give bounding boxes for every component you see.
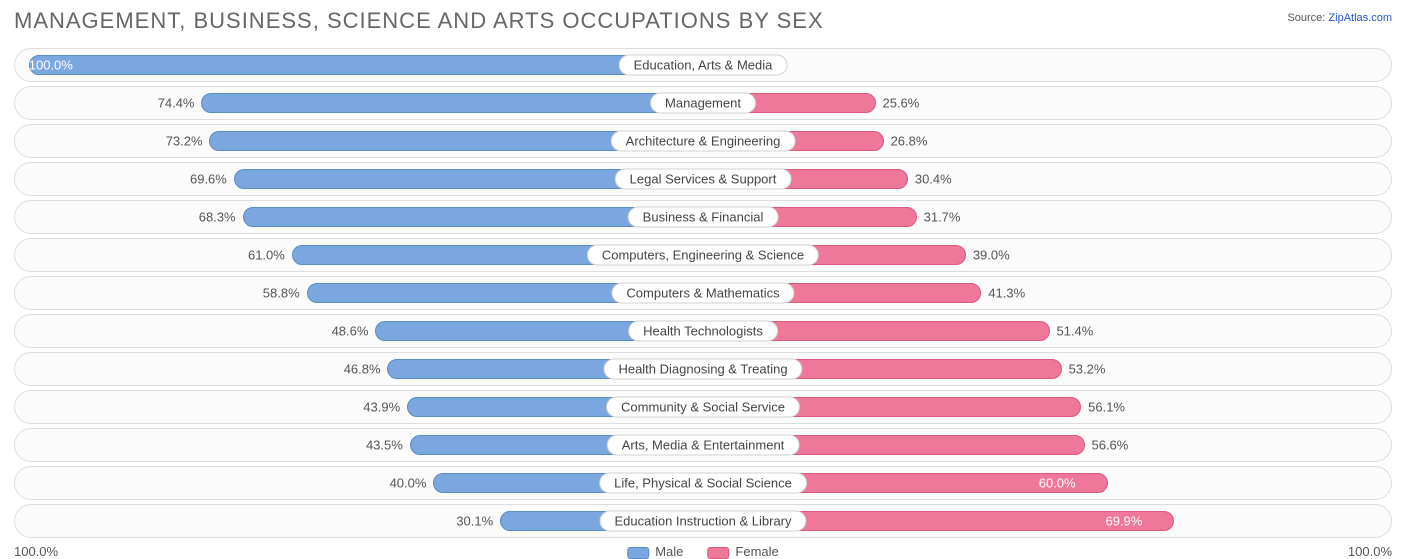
category-label: Life, Physical & Social Science (599, 473, 807, 494)
male-value-label: 30.1% (456, 514, 493, 529)
legend-male-label: Male (655, 544, 683, 559)
female-value-label: 31.7% (924, 210, 961, 225)
female-value-label: 26.8% (891, 134, 928, 149)
male-value-label: 100.0% (29, 58, 73, 73)
male-value-label: 58.8% (263, 286, 300, 301)
male-value-label: 48.6% (332, 324, 369, 339)
female-swatch (707, 547, 729, 559)
chart-title: MANAGEMENT, BUSINESS, SCIENCE AND ARTS O… (14, 8, 824, 34)
female-value-label: 30.4% (915, 172, 952, 187)
female-value-label: 56.1% (1088, 400, 1125, 415)
male-bar (29, 55, 703, 75)
category-label: Health Technologists (628, 321, 778, 342)
axis-right-label: 100.0% (1348, 544, 1392, 559)
legend-female-label: Female (735, 544, 778, 559)
chart-row: 46.8% 53.2% Health Diagnosing & Treating (14, 352, 1392, 386)
source-value: ZipAtlas.com (1328, 12, 1392, 24)
male-bar (201, 93, 703, 113)
female-value-label: 53.2% (1069, 362, 1106, 377)
male-value-label: 61.0% (248, 248, 285, 263)
male-value-label: 68.3% (199, 210, 236, 225)
male-value-label: 69.6% (190, 172, 227, 187)
chart-row: 100.0%0.0%Education, Arts & Media (14, 48, 1392, 82)
female-value-label: 41.3% (988, 286, 1025, 301)
male-value-label: 40.0% (390, 476, 427, 491)
category-label: Computers, Engineering & Science (587, 245, 819, 266)
category-label: Legal Services & Support (615, 169, 792, 190)
category-label: Education, Arts & Media (619, 55, 788, 76)
axis-left-label: 100.0% (14, 544, 58, 559)
source-label: Source: (1287, 12, 1325, 24)
male-value-label: 74.4% (158, 96, 195, 111)
female-value-label: 25.6% (882, 96, 919, 111)
male-value-label: 43.5% (366, 438, 403, 453)
female-value-label: 56.6% (1091, 438, 1128, 453)
chart-row: 40.0% 60.0% Life, Physical & Social Scienc… (14, 466, 1392, 500)
chart-row: 58.8% 41.3% Computers & Mathematics (14, 276, 1392, 310)
chart-row: 68.3% 31.7% Business & Financial (14, 200, 1392, 234)
male-value-label: 43.9% (363, 400, 400, 415)
male-value-label: 73.2% (166, 134, 203, 149)
category-label: Education Instruction & Library (599, 511, 806, 532)
male-value-label: 46.8% (344, 362, 381, 377)
category-label: Management (650, 93, 756, 114)
female-value-label: 60.0% (1039, 476, 1076, 491)
female-value-label: 69.9% (1105, 514, 1142, 529)
legend-female: Female (707, 544, 778, 559)
male-swatch (627, 547, 649, 559)
legend-male: Male (627, 544, 683, 559)
chart-row: 73.2% 26.8% Architecture & Engineering (14, 124, 1392, 158)
category-label: Business & Financial (628, 207, 779, 228)
chart-row: 43.9% 56.1% Community & Social Service (14, 390, 1392, 424)
legend: Male Female (627, 544, 779, 559)
category-label: Health Diagnosing & Treating (603, 359, 802, 380)
occupation-chart: 100.0%0.0%Education, Arts & Media 74.4% 25… (14, 48, 1392, 542)
category-label: Arts, Media & Entertainment (607, 435, 800, 456)
category-label: Computers & Mathematics (611, 283, 794, 304)
chart-row: 74.4% 25.6% Management (14, 86, 1392, 120)
female-value-label: 51.4% (1056, 324, 1093, 339)
female-value-label: 39.0% (973, 248, 1010, 263)
chart-row: 48.6% 51.4% Health Technologists (14, 314, 1392, 348)
chart-row: 61.0% 39.0% Computers, Engineering & Scien… (14, 238, 1392, 272)
category-label: Community & Social Service (606, 397, 800, 418)
source-attribution: Source: ZipAtlas.com (1287, 12, 1392, 24)
category-label: Architecture & Engineering (611, 131, 796, 152)
chart-row: 30.1% 69.9% Education Instruction & Librar… (14, 504, 1392, 538)
chart-row: 43.5% 56.6% Arts, Media & Entertainment (14, 428, 1392, 462)
chart-row: 69.6% 30.4% Legal Services & Support (14, 162, 1392, 196)
